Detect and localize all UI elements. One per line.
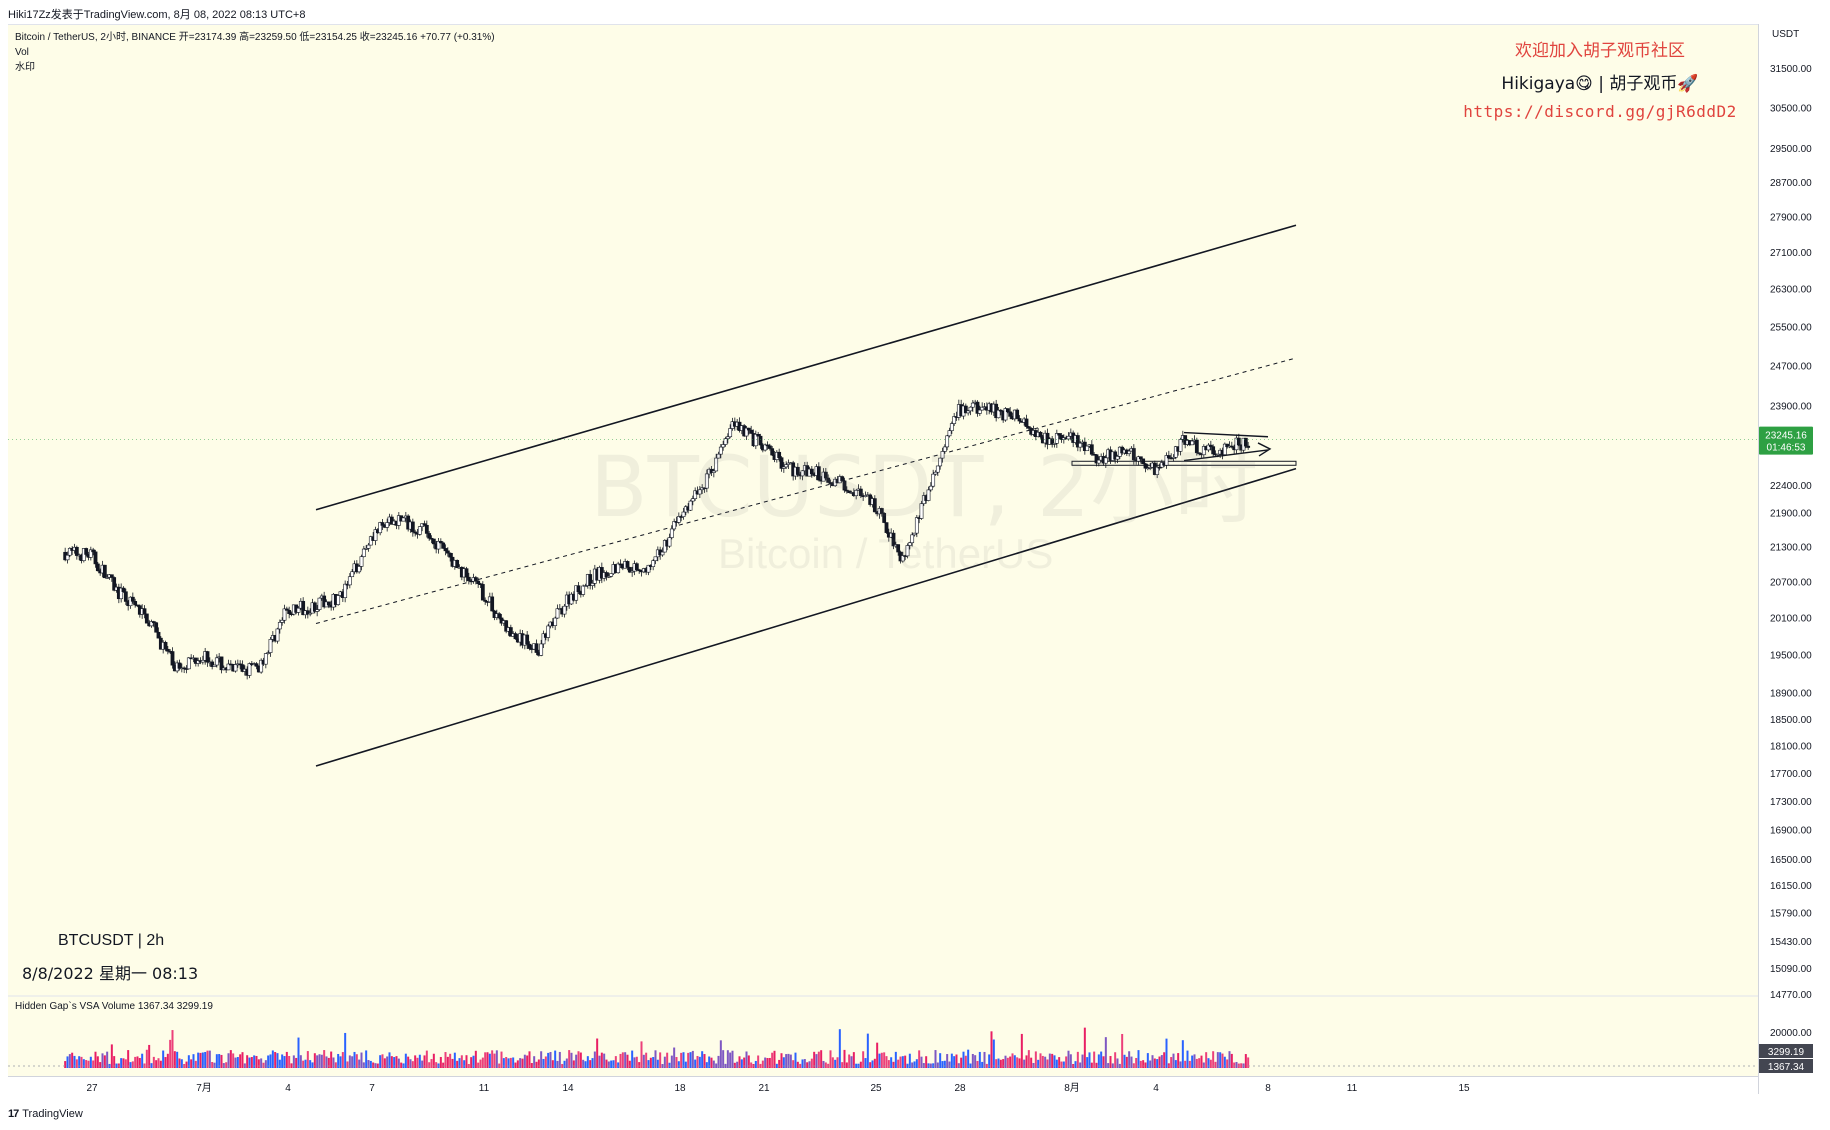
promo-line-community: 欢迎加入胡子观币社区 xyxy=(1515,41,1685,61)
info-datetime: 8/8/2022 星期一 08:13 xyxy=(22,964,199,983)
promo-text: 欢迎加入胡子观币社区 Hikigaya😋 | 胡子观币🚀 https://dis… xyxy=(1450,36,1750,121)
promo-discord-link[interactable]: https://discord.gg/gjR6ddD2 xyxy=(1463,102,1737,121)
vol-indicator-label[interactable]: Vol xyxy=(15,47,29,58)
info-symbol: BTCUSDT | 2h xyxy=(58,932,165,949)
symbol-ohlc-legend[interactable]: Bitcoin / TetherUS, 2小时, BINANCE 开=23174… xyxy=(15,32,495,43)
time-axis[interactable] xyxy=(8,1076,1758,1099)
publish-note: Hiki17Zz发表于TradingView.com, 8月 08, 2022 … xyxy=(8,9,306,21)
tradingview-logo-icon: 17 xyxy=(8,1108,19,1120)
tradingview-brand[interactable]: TradingView xyxy=(22,1108,83,1120)
promo-line-author: Hikigaya😋 | 胡子观币🚀 xyxy=(1501,74,1699,94)
price-scale[interactable] xyxy=(1758,24,1819,1094)
footer[interactable]: 17 TradingView xyxy=(8,1108,83,1120)
chart-legend[interactable]: Bitcoin / TetherUS, 2小时, BINANCE 开=23174… xyxy=(15,30,495,75)
volume-pane-legend[interactable]: Hidden Gap`s VSA Volume 1367.34 3299.19 xyxy=(15,1001,213,1012)
symbol-watermark-sub: Bitcoin / TetherUS xyxy=(718,530,1054,577)
symbol-watermark: BTCUSDT, 2小时 xyxy=(590,438,1259,536)
watermark-indicator-label[interactable]: 水印 xyxy=(15,62,35,73)
